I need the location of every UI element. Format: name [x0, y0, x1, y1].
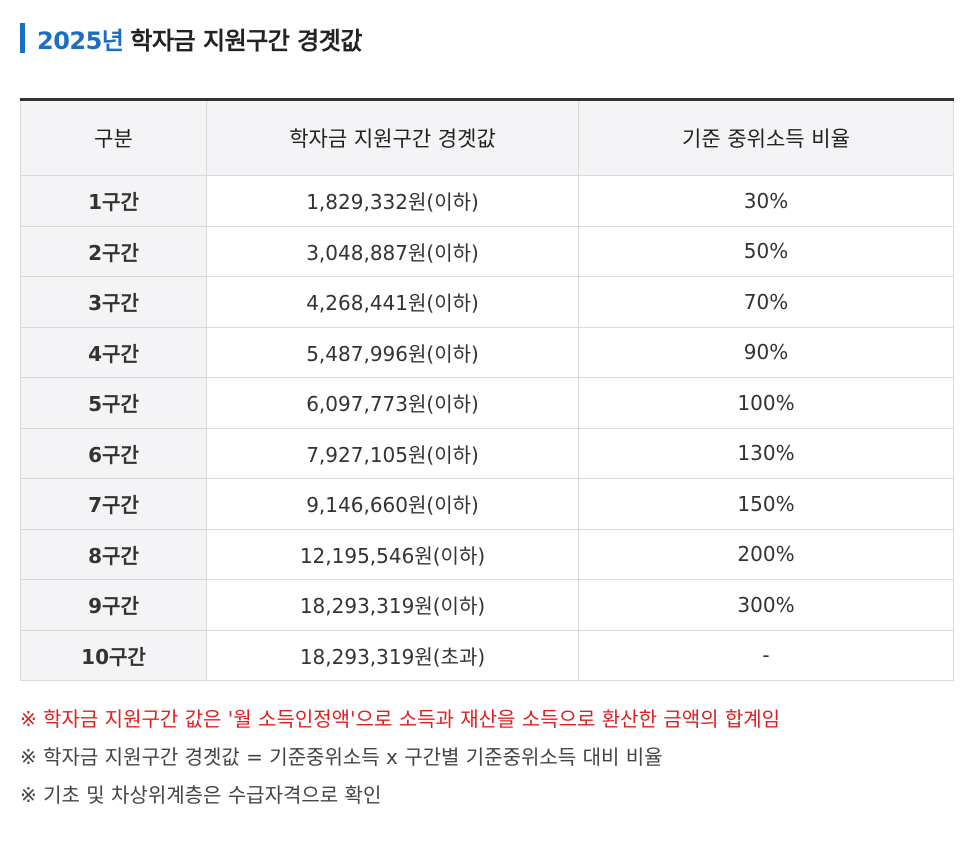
table-row: 4구간 5,487,996원(이하) 90% — [20, 326, 954, 378]
band-cell: 10구간 — [20, 629, 207, 681]
ratio-cell: 30% — [578, 175, 954, 227]
ratio-cell: 90% — [578, 326, 954, 378]
heading-accent-bar — [20, 23, 25, 53]
table-row: 2구간 3,048,887원(이하) 50% — [20, 225, 954, 277]
band-cell: 5구간 — [20, 377, 207, 429]
ratio-cell: 70% — [578, 276, 954, 328]
table-row: 7구간 9,146,660원(이하) 150% — [20, 478, 954, 530]
threshold-cell: 1,829,332원(이하) — [206, 175, 579, 227]
threshold-cell: 6,097,773원(이하) — [206, 377, 579, 429]
formula-note: ※ 학자금 지원구간 경곗값 = 기준중위소득 x 구간별 기준중위소득 대비 … — [20, 745, 663, 769]
threshold-cell: 3,048,887원(이하) — [206, 225, 579, 277]
table-row: 8구간 12,195,546원(이하) 200% — [20, 528, 954, 580]
table-row: 9구간 18,293,319원(이하) 300% — [20, 579, 954, 631]
table-row: 5구간 6,097,773원(이하) 100% — [20, 377, 954, 429]
band-cell: 4구간 — [20, 326, 207, 378]
ratio-cell: - — [578, 629, 954, 681]
threshold-cell: 4,268,441원(이하) — [206, 276, 579, 328]
band-cell: 7구간 — [20, 478, 207, 530]
ratio-cell: 300% — [578, 579, 954, 631]
band-cell: 9구간 — [20, 579, 207, 631]
band-cell: 2구간 — [20, 225, 207, 277]
support-band-table: 구분 학자금 지원구간 경곗값 기준 중위소득 비율 1구간 1,829,332… — [20, 98, 954, 681]
table-row: 3구간 4,268,441원(이하) 70% — [20, 276, 954, 328]
band-cell: 8구간 — [20, 528, 207, 580]
basic-recipient-note: ※ 기초 및 차상위계층은 수급자격으로 확인 — [20, 783, 382, 807]
notes-section: ※ 학자금 지원구간 값은 '월 소득인정액'으로 소득과 재산을 소득으로 환… — [20, 700, 940, 814]
table-row: 10구간 18,293,319원(초과) - — [20, 629, 954, 681]
threshold-cell: 12,195,546원(이하) — [206, 528, 579, 580]
table-header-row: 구분 학자금 지원구간 경곗값 기준 중위소득 비율 — [20, 98, 954, 176]
ratio-cell: 200% — [578, 528, 954, 580]
threshold-cell: 7,927,105원(이하) — [206, 427, 579, 479]
ratio-cell: 130% — [578, 427, 954, 479]
threshold-cell: 9,146,660원(이하) — [206, 478, 579, 530]
section-heading: 2025년 학자금 지원구간 경곗값 — [20, 22, 362, 55]
threshold-cell: 18,293,319원(이하) — [206, 579, 579, 631]
ratio-cell: 50% — [578, 225, 954, 277]
header-threshold: 학자금 지원구간 경곗값 — [206, 98, 579, 176]
band-cell: 6구간 — [20, 427, 207, 479]
band-cell: 3구간 — [20, 276, 207, 328]
heading-title: 학자금 지원구간 경곗값 — [130, 26, 362, 55]
ratio-cell: 150% — [578, 478, 954, 530]
income-note: ※ 학자금 지원구간 값은 '월 소득인정액'으로 소득과 재산을 소득으로 환… — [20, 707, 781, 731]
table-row: 1구간 1,829,332원(이하) 30% — [20, 175, 954, 227]
threshold-cell: 5,487,996원(이하) — [206, 326, 579, 378]
threshold-cell: 18,293,319원(초과) — [206, 629, 579, 681]
heading-year: 2025년 — [37, 26, 124, 55]
table-row: 6구간 7,927,105원(이하) 130% — [20, 427, 954, 479]
header-band: 구분 — [20, 98, 207, 176]
band-cell: 1구간 — [20, 175, 207, 227]
header-ratio: 기준 중위소득 비율 — [578, 98, 954, 176]
ratio-cell: 100% — [578, 377, 954, 429]
